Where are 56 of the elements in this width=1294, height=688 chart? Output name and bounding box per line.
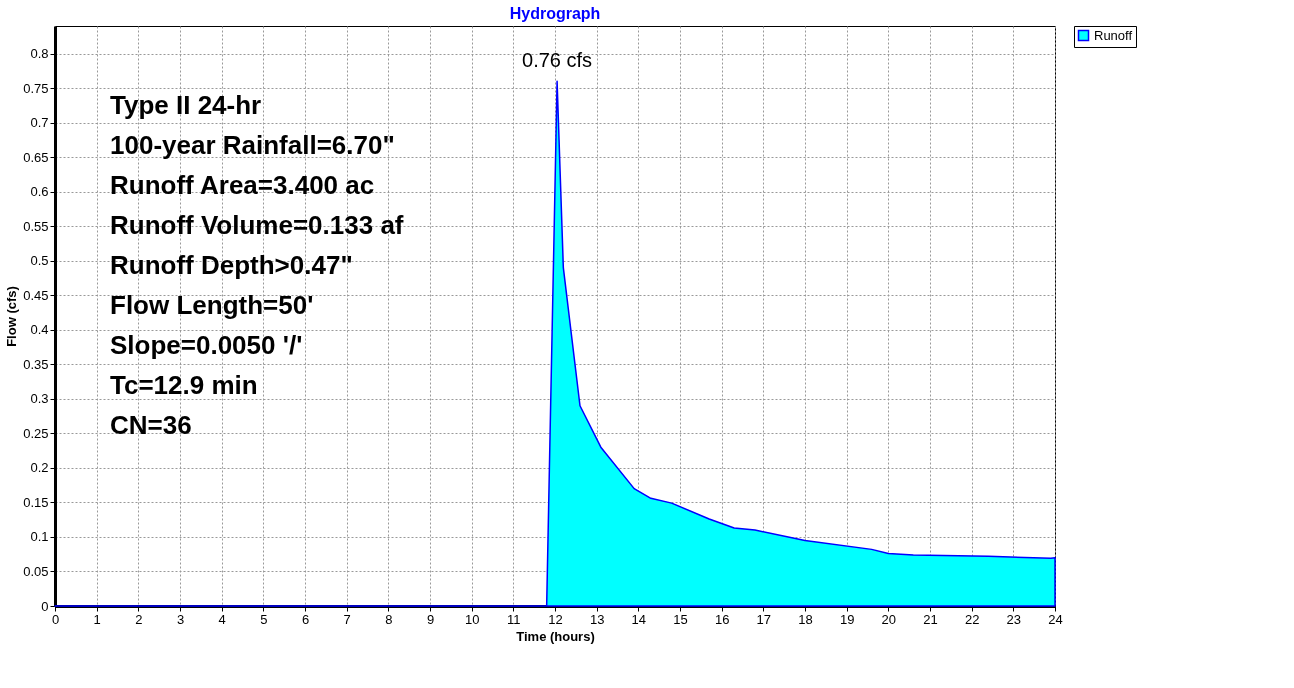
y-axis-title: Flow (cfs)	[4, 286, 20, 347]
y-tick-label: 0.25	[23, 425, 49, 441]
y-tick-label: 0	[41, 598, 49, 614]
y-tick-label: 0.15	[23, 494, 49, 510]
y-tick-label: 0.45	[23, 287, 49, 303]
x-tick-label: 14	[631, 611, 647, 627]
y-tick-label: 0.1	[30, 529, 49, 545]
y-tick-label: 0.6	[30, 184, 49, 200]
y-tick-label: 0.5	[30, 253, 49, 269]
annotation: Tc=12.9 min	[110, 370, 258, 400]
y-tick-label: 0.75	[23, 80, 49, 96]
y-tick-label: 0.65	[23, 149, 49, 165]
x-tick-label: 10	[464, 611, 480, 627]
y-tick-label: 0.4	[30, 322, 49, 338]
annotation: Type II 24-hr	[110, 90, 262, 120]
annotation: CN=36	[110, 410, 192, 440]
x-tick-label: 5	[260, 611, 268, 627]
annotation: Runoff Volume=0.133 af	[110, 210, 404, 240]
legend-label: Runoff	[1094, 27, 1133, 43]
x-tick-label: 15	[673, 611, 688, 627]
y-tick-label: 0.7	[30, 115, 49, 131]
x-tick-label: 11	[507, 611, 521, 627]
x-tick-label: 0	[51, 611, 60, 627]
annotation: Runoff Depth>0.47"	[110, 250, 353, 280]
y-tick-label: 0.35	[23, 356, 49, 372]
y-tick-label: 0.05	[23, 563, 49, 579]
x-tick-label: 13	[589, 611, 605, 627]
y-tick-label: 0.3	[30, 391, 49, 407]
x-tick-label: 6	[301, 611, 310, 627]
annotation: Flow Length=50'	[110, 290, 314, 320]
x-tick-label: 3	[176, 611, 185, 627]
x-tick-label: 9	[426, 611, 435, 627]
y-tick-label: 0.55	[23, 218, 49, 234]
x-tick-label: 22	[964, 611, 980, 627]
x-tick-label: 4	[218, 611, 226, 627]
x-tick-label: 7	[343, 611, 351, 627]
x-tick-label: 19	[839, 611, 855, 627]
x-tick-label: 20	[881, 611, 897, 627]
x-tick-label: 12	[548, 611, 563, 627]
x-tick-label: 21	[923, 611, 938, 627]
x-tick-label: 18	[798, 611, 813, 627]
annotation: 0.76 cfs	[522, 49, 593, 72]
annotation: Runoff Area=3.400 ac	[110, 170, 375, 200]
x-tick-label: 24	[1048, 611, 1063, 627]
x-tick-label: 16	[714, 611, 730, 627]
x-axis-title: Time (hours)	[516, 628, 595, 644]
chart-title: Hydrograph	[509, 4, 601, 22]
annotation: Slope=0.0050 '/'	[110, 330, 303, 360]
x-tick-label: 23	[1006, 611, 1022, 627]
x-tick-label: 8	[385, 611, 393, 627]
y-tick-label: 0.2	[30, 460, 49, 476]
x-tick-label: 1	[93, 611, 101, 627]
x-tick-label: 2	[135, 611, 143, 627]
x-tick-label: 17	[756, 611, 772, 627]
annotation: 100-year Rainfall=6.70"	[110, 130, 395, 160]
y-tick-label: 0.8	[30, 46, 49, 62]
